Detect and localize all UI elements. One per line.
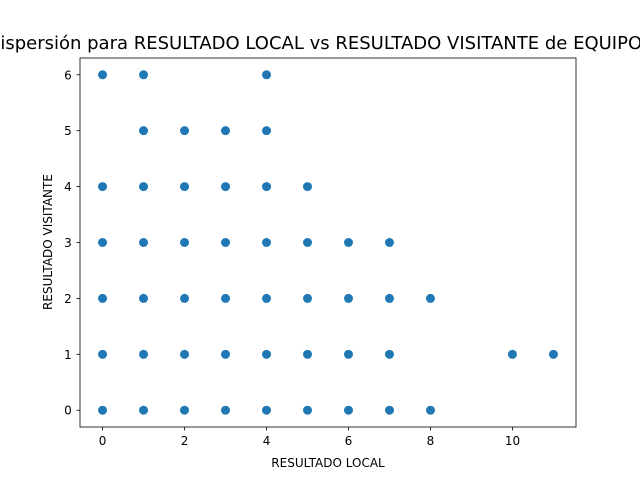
scatter-point (98, 293, 108, 303)
y-tick-label: 2 (64, 292, 72, 306)
x-axis: 0 2 4 6 8 10 (99, 427, 520, 448)
y-tick-label: 5 (64, 124, 72, 138)
scatter-point (262, 405, 272, 415)
x-tick-label: 0 (99, 434, 107, 448)
scatter-point (221, 182, 231, 192)
scatter-point (98, 349, 108, 359)
scatter-point (262, 182, 272, 192)
scatter-point (139, 405, 149, 415)
scatter-point (180, 126, 190, 136)
scatter-point (180, 405, 190, 415)
scatter-point (139, 70, 149, 80)
scatter-point (139, 238, 149, 247)
scatter-point (139, 126, 149, 136)
scatter-point (303, 238, 313, 247)
scatter-point (303, 293, 313, 303)
scatter-point (180, 238, 190, 247)
scatter-point (221, 349, 231, 359)
scatter-point (343, 293, 353, 303)
data-points (98, 70, 558, 415)
y-axis-label: RESULTADO VISITANTE (41, 174, 55, 310)
y-tick-label: 6 (64, 68, 72, 82)
scatter-point (303, 405, 313, 415)
y-tick-label: 3 (64, 236, 72, 250)
scatter-point (98, 182, 108, 192)
scatter-point (180, 182, 190, 192)
scatter-point (425, 405, 435, 415)
scatter-point (343, 405, 353, 415)
scatter-point (303, 349, 313, 359)
chart-title: Dispersión para RESULTADO LOCAL vs RESUL… (0, 33, 640, 54)
scatter-point (384, 238, 394, 247)
x-axis-label: RESULTADO LOCAL (271, 456, 385, 470)
scatter-point (139, 182, 149, 192)
scatter-point (139, 293, 149, 303)
scatter-point (98, 405, 108, 415)
scatter-point (262, 70, 272, 80)
scatter-point (384, 405, 394, 415)
scatter-point (262, 238, 272, 247)
scatter-point (262, 293, 272, 303)
y-tick-label: 1 (64, 348, 72, 362)
scatter-point (343, 238, 353, 247)
x-tick-label: 8 (427, 434, 435, 448)
scatter-point (262, 126, 272, 136)
scatter-point (98, 238, 108, 247)
scatter-point (221, 293, 231, 303)
scatter-point (425, 293, 435, 303)
scatter-point (262, 349, 272, 359)
scatter-point (384, 293, 394, 303)
scatter-point (343, 349, 353, 359)
y-tick-label: 4 (64, 180, 72, 194)
scatter-point (221, 126, 231, 136)
scatter-point (221, 238, 231, 247)
scatter-point (384, 349, 394, 359)
scatter-point (548, 349, 558, 359)
y-axis: 0 1 2 3 4 5 6 (64, 68, 80, 418)
x-tick-label: 10 (505, 434, 520, 448)
plot-area-frame (79, 57, 577, 428)
scatter-point (180, 349, 190, 359)
x-tick-label: 4 (263, 434, 271, 448)
scatter-point (221, 405, 231, 415)
scatter-point (180, 293, 190, 303)
scatter-point (507, 349, 517, 359)
x-tick-label: 2 (181, 434, 189, 448)
scatter-point (139, 349, 149, 359)
x-tick-label: 6 (345, 434, 353, 448)
y-tick-label: 0 (64, 404, 72, 418)
scatter-point (98, 70, 108, 80)
scatter-point (303, 182, 313, 192)
